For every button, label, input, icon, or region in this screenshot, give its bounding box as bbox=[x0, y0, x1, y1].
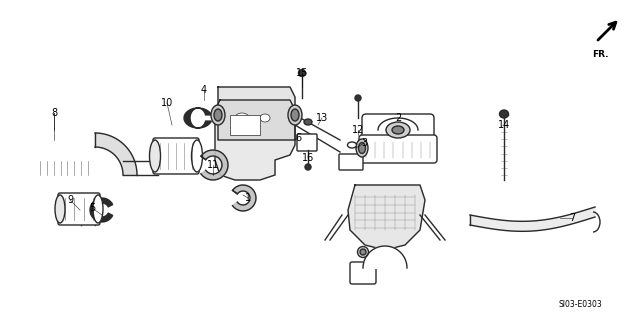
Polygon shape bbox=[184, 108, 211, 128]
Polygon shape bbox=[215, 100, 295, 180]
Polygon shape bbox=[201, 150, 228, 180]
Polygon shape bbox=[348, 185, 425, 250]
Ellipse shape bbox=[355, 95, 361, 101]
Text: 6: 6 bbox=[295, 133, 301, 143]
Bar bbox=[230, 115, 260, 135]
Ellipse shape bbox=[191, 140, 202, 172]
Polygon shape bbox=[363, 246, 407, 268]
Text: 1: 1 bbox=[245, 193, 251, 203]
Text: 3: 3 bbox=[361, 138, 367, 148]
Ellipse shape bbox=[214, 109, 222, 121]
Text: 11: 11 bbox=[207, 160, 219, 170]
Ellipse shape bbox=[235, 113, 249, 123]
Ellipse shape bbox=[298, 70, 305, 77]
FancyBboxPatch shape bbox=[362, 114, 434, 146]
Text: 4: 4 bbox=[201, 85, 207, 95]
Ellipse shape bbox=[93, 195, 103, 223]
Text: SI03-E0303: SI03-E0303 bbox=[558, 300, 602, 309]
Polygon shape bbox=[470, 207, 595, 231]
FancyBboxPatch shape bbox=[153, 138, 199, 174]
Text: 7: 7 bbox=[569, 213, 575, 223]
Ellipse shape bbox=[348, 142, 356, 148]
Polygon shape bbox=[218, 87, 295, 140]
Ellipse shape bbox=[358, 143, 365, 153]
Polygon shape bbox=[232, 185, 256, 211]
Ellipse shape bbox=[304, 119, 312, 125]
Ellipse shape bbox=[150, 140, 161, 172]
Ellipse shape bbox=[55, 195, 65, 223]
Ellipse shape bbox=[356, 139, 368, 157]
Ellipse shape bbox=[305, 164, 311, 170]
Polygon shape bbox=[378, 118, 418, 130]
FancyBboxPatch shape bbox=[359, 135, 437, 163]
Ellipse shape bbox=[386, 122, 410, 138]
FancyBboxPatch shape bbox=[350, 262, 376, 284]
Text: 2: 2 bbox=[395, 113, 401, 123]
Ellipse shape bbox=[358, 247, 369, 257]
Ellipse shape bbox=[260, 114, 270, 122]
Ellipse shape bbox=[211, 105, 225, 125]
Ellipse shape bbox=[392, 126, 404, 134]
Text: 8: 8 bbox=[51, 108, 57, 118]
Text: 9: 9 bbox=[67, 195, 73, 205]
Text: 16: 16 bbox=[302, 153, 314, 163]
Text: 15: 15 bbox=[296, 68, 308, 78]
Text: 13: 13 bbox=[316, 113, 328, 123]
Text: FR.: FR. bbox=[592, 50, 609, 59]
Polygon shape bbox=[90, 198, 113, 222]
Ellipse shape bbox=[360, 249, 366, 255]
Text: 10: 10 bbox=[161, 98, 173, 108]
Text: 5: 5 bbox=[89, 203, 95, 213]
Ellipse shape bbox=[499, 110, 509, 118]
FancyBboxPatch shape bbox=[297, 134, 317, 151]
Text: 12: 12 bbox=[352, 125, 364, 135]
FancyBboxPatch shape bbox=[339, 154, 363, 170]
Text: 14: 14 bbox=[498, 120, 510, 130]
Ellipse shape bbox=[288, 105, 302, 125]
FancyBboxPatch shape bbox=[58, 193, 100, 225]
Ellipse shape bbox=[291, 109, 299, 121]
Polygon shape bbox=[95, 133, 137, 175]
